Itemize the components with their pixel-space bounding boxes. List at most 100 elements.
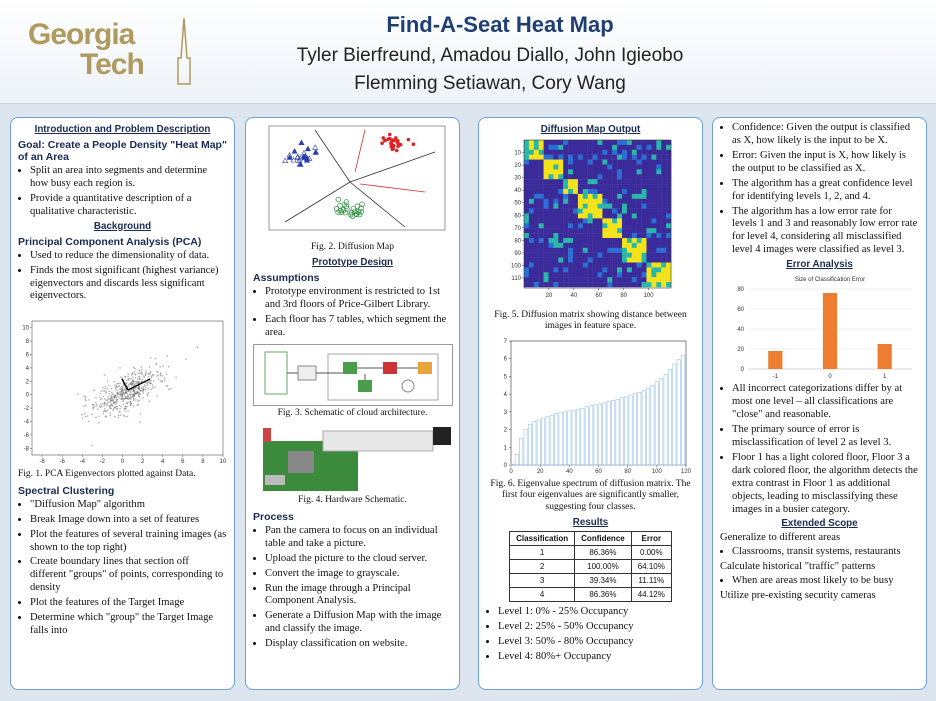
matrix-cell: [523, 228, 529, 234]
matrix-cell: [543, 169, 549, 175]
matrix-cell: [543, 193, 549, 199]
bar: [649, 384, 654, 466]
scatter-dot: [175, 376, 177, 379]
matrix-cell: [533, 257, 539, 263]
matrix-cell: [611, 144, 617, 150]
table-cell: 11.11%: [630, 572, 672, 588]
matrix-cell: [616, 159, 622, 165]
scatter-dot: [129, 402, 132, 405]
matrix-cell: [631, 257, 637, 263]
matrix-cell: [533, 228, 539, 234]
y-tick-label: 4: [503, 392, 507, 398]
list-item: When are areas most likely to be busy: [732, 575, 919, 588]
matrix-cell: [616, 189, 622, 195]
scatter-dot: [156, 370, 158, 373]
scatter-dot: [138, 399, 140, 402]
circle-point: [342, 209, 349, 216]
matrix-cell: [592, 257, 598, 263]
list-item: Classrooms, transit systems, restaurants: [732, 546, 919, 559]
table-row: 3 39.34% 11.11%: [509, 572, 672, 588]
matrix-cell: [601, 242, 607, 248]
scatter-dot: [138, 392, 141, 395]
scatter-dot: [124, 415, 126, 418]
scatter-dot: [91, 413, 94, 416]
scatter-dot: [162, 365, 164, 368]
scatter-dot: [95, 405, 97, 407]
matrix-cell: [631, 277, 637, 283]
matrix-cell: [577, 174, 583, 180]
matrix-cell: [587, 267, 593, 273]
matrix-cell: [631, 203, 637, 209]
matrix-cell: [572, 149, 578, 155]
scatter-dot: [102, 387, 104, 390]
matrix-cell: [621, 228, 627, 234]
matrix-cell: [650, 179, 656, 185]
matrix-cell: [572, 154, 578, 160]
matrix-cell: [528, 140, 534, 146]
scatter-dot: [126, 397, 128, 400]
x-tick-label: -8: [39, 459, 45, 465]
matrix-cell: [577, 223, 583, 229]
table-cell: 100.00%: [574, 558, 632, 574]
matrix-cell: [616, 223, 622, 229]
matrix-cell: [646, 208, 652, 214]
matrix-cell: [523, 159, 529, 165]
list-item: Pan the camera to focus on an individual…: [265, 525, 452, 551]
y-tick-label: 4: [26, 366, 30, 372]
matrix-cell: [636, 159, 642, 165]
matrix-cell: [611, 238, 617, 244]
scatter-dot: [94, 402, 97, 404]
matrix-cell: [533, 233, 539, 239]
scatter-dot: [131, 394, 134, 396]
matrix-cell: [587, 169, 593, 175]
matrix-cell: [626, 257, 632, 263]
matrix-cell: [616, 272, 622, 278]
scatter-dot: [121, 377, 124, 380]
matrix-cell: [660, 184, 666, 190]
scatter-dot: [133, 384, 136, 387]
bar: [623, 396, 628, 466]
matrix-cell: [655, 174, 661, 180]
matrix-cell: [533, 223, 539, 229]
matrix-cell: [665, 154, 671, 160]
matrix-cell: [587, 247, 593, 253]
scatter-dot: [138, 381, 140, 384]
matrix-cell: [533, 159, 539, 165]
star-point: [381, 136, 386, 140]
matrix-cell: [572, 252, 578, 258]
matrix-cell: [533, 208, 539, 214]
matrix-cell: [626, 228, 632, 234]
matrix-cell: [655, 233, 661, 239]
scatter-dot: [119, 387, 122, 390]
matrix-cell: [646, 233, 652, 239]
matrix-cell: [631, 213, 637, 219]
matrix-cell: [543, 213, 549, 219]
scatter-dot: [92, 404, 95, 406]
matrix-cell: [523, 257, 529, 263]
scatter-dot: [86, 415, 89, 418]
matrix-cell: [665, 247, 671, 253]
scatter-dot: [105, 400, 107, 402]
matrix-cell: [621, 213, 627, 219]
scatter-dot: [129, 395, 132, 397]
matrix-cell: [621, 272, 627, 278]
figure-pca: -8 -6 -4 -2 0 2 4 6 8 10 -8 -6 -4 -2 0 2 4 6 8 10: [22, 321, 227, 465]
scatter-dot: [132, 397, 135, 400]
matrix-cell: [655, 257, 661, 263]
matrix-cell: [655, 267, 661, 273]
matrix-cell: [533, 242, 539, 248]
matrix-cell: [621, 203, 627, 209]
matrix-cell: [597, 282, 603, 288]
scatter-dot: [122, 400, 124, 403]
scatter-dot: [105, 391, 107, 394]
matrix-cell: [606, 164, 612, 170]
scatter-dot: [58, 454, 60, 457]
matrix-cell: [582, 242, 588, 248]
matrix-cell: [611, 267, 617, 273]
matrix-cell: [557, 272, 563, 278]
matrix-cell: [562, 282, 568, 288]
matrix-cell: [616, 233, 622, 239]
scatter-dot: [137, 400, 139, 403]
scatter-dot: [117, 416, 120, 419]
matrix-cell: [548, 164, 554, 170]
